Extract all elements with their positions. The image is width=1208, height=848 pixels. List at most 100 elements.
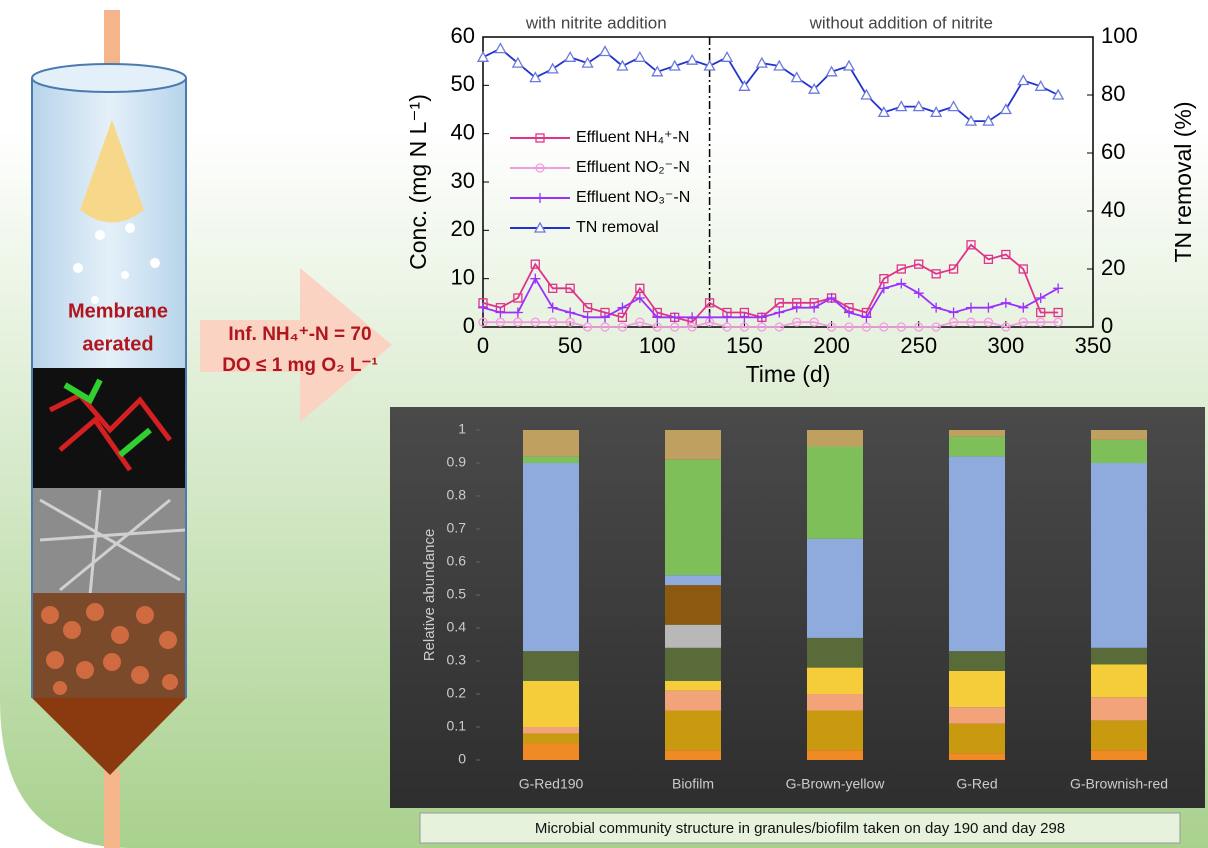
y-tick-label: 20 xyxy=(451,216,475,241)
point xyxy=(842,59,856,71)
x-tick-label: 0 xyxy=(477,333,489,358)
point xyxy=(564,50,577,62)
legend-marker xyxy=(535,163,545,173)
bar-segment xyxy=(523,743,579,760)
x-tick-label: G-Brown-yellow xyxy=(786,776,886,792)
point xyxy=(1053,317,1063,327)
bar-segment xyxy=(807,750,863,760)
point xyxy=(617,322,628,332)
point xyxy=(565,307,576,318)
point xyxy=(739,322,750,332)
point xyxy=(478,302,488,313)
point xyxy=(513,317,523,327)
point xyxy=(513,293,523,303)
point xyxy=(720,50,734,62)
point xyxy=(913,288,924,299)
bar-segment xyxy=(523,651,579,681)
x-tick-label: 350 xyxy=(1075,333,1112,358)
y2-tick-label: 0 xyxy=(1101,313,1113,338)
legend-label: Effluent NH₄⁺-N xyxy=(576,129,689,146)
bar-segment xyxy=(665,750,721,760)
bar-panel xyxy=(390,407,1205,808)
point xyxy=(1018,302,1029,313)
cone xyxy=(32,698,186,775)
y-tick-label: 10 xyxy=(451,264,475,289)
point xyxy=(966,302,976,313)
point xyxy=(529,71,542,83)
point xyxy=(861,312,872,323)
point xyxy=(809,317,819,327)
point xyxy=(1017,74,1030,86)
point xyxy=(931,269,941,279)
reactor-label: Membrane xyxy=(68,300,168,322)
y2-tick-label: 100 xyxy=(1101,23,1138,48)
point xyxy=(809,302,820,313)
x-tick-label: G-Red xyxy=(956,776,997,792)
point xyxy=(598,45,612,57)
point xyxy=(600,312,610,323)
bar-segment xyxy=(807,538,863,638)
point xyxy=(478,317,488,327)
point xyxy=(757,322,767,332)
point xyxy=(1036,307,1046,318)
bar-segment xyxy=(807,430,863,447)
point xyxy=(582,312,593,323)
bar-segment xyxy=(523,463,579,652)
point xyxy=(774,322,784,332)
y-tick-label: 0.9 xyxy=(447,454,467,470)
point xyxy=(948,264,959,274)
legend-marker xyxy=(535,193,545,203)
point xyxy=(791,302,802,313)
bar-segment xyxy=(1091,430,1147,440)
point xyxy=(1053,283,1064,294)
point xyxy=(600,322,610,332)
caption: Microbial community structure in granule… xyxy=(535,820,1065,837)
series-line xyxy=(482,243,1059,324)
point xyxy=(964,114,978,126)
point xyxy=(947,100,960,112)
point xyxy=(983,317,994,327)
y-axis-label: Relative abundance xyxy=(421,529,438,662)
point xyxy=(686,53,699,65)
y-tick-label: 0.3 xyxy=(447,652,467,668)
bar-segment xyxy=(949,753,1005,760)
bar-segment xyxy=(665,690,721,711)
point xyxy=(530,317,540,327)
series-line xyxy=(482,276,1059,319)
point xyxy=(633,50,646,62)
y-tick-label: 0.2 xyxy=(447,685,467,701)
point xyxy=(896,278,907,289)
point xyxy=(844,307,854,318)
point xyxy=(774,298,784,308)
point xyxy=(826,322,837,332)
bar-segment xyxy=(807,446,863,539)
bar-segment xyxy=(1091,750,1147,760)
bar-segment xyxy=(949,436,1005,457)
arrow xyxy=(200,268,392,422)
bar-segment xyxy=(1091,720,1147,751)
reactor-label: aerated xyxy=(82,333,153,355)
point xyxy=(879,274,889,284)
y2-tick-label: 80 xyxy=(1101,81,1125,106)
x-tick-label: 50 xyxy=(558,333,582,358)
x-tick-label: 150 xyxy=(726,333,763,358)
point xyxy=(1034,79,1047,91)
x-tick-label: G-Brownish-red xyxy=(1070,776,1168,792)
point xyxy=(512,307,523,318)
bar-segment xyxy=(1091,664,1147,698)
series-line xyxy=(483,321,1059,328)
point xyxy=(617,312,628,322)
point xyxy=(722,312,732,323)
bar-segment xyxy=(949,430,1005,437)
point xyxy=(476,50,490,62)
y-tick-label: 30 xyxy=(451,168,475,193)
y-axis-label: Conc. (mg N L⁻¹) xyxy=(405,94,431,270)
bar-segment xyxy=(523,456,579,463)
legend-marker xyxy=(535,133,545,143)
bar-segment xyxy=(523,727,579,734)
annotation: with nitrite addition xyxy=(525,13,667,32)
bar-segment xyxy=(665,585,721,625)
outlet xyxy=(104,770,120,848)
y-tick-label: 0.8 xyxy=(447,487,467,503)
